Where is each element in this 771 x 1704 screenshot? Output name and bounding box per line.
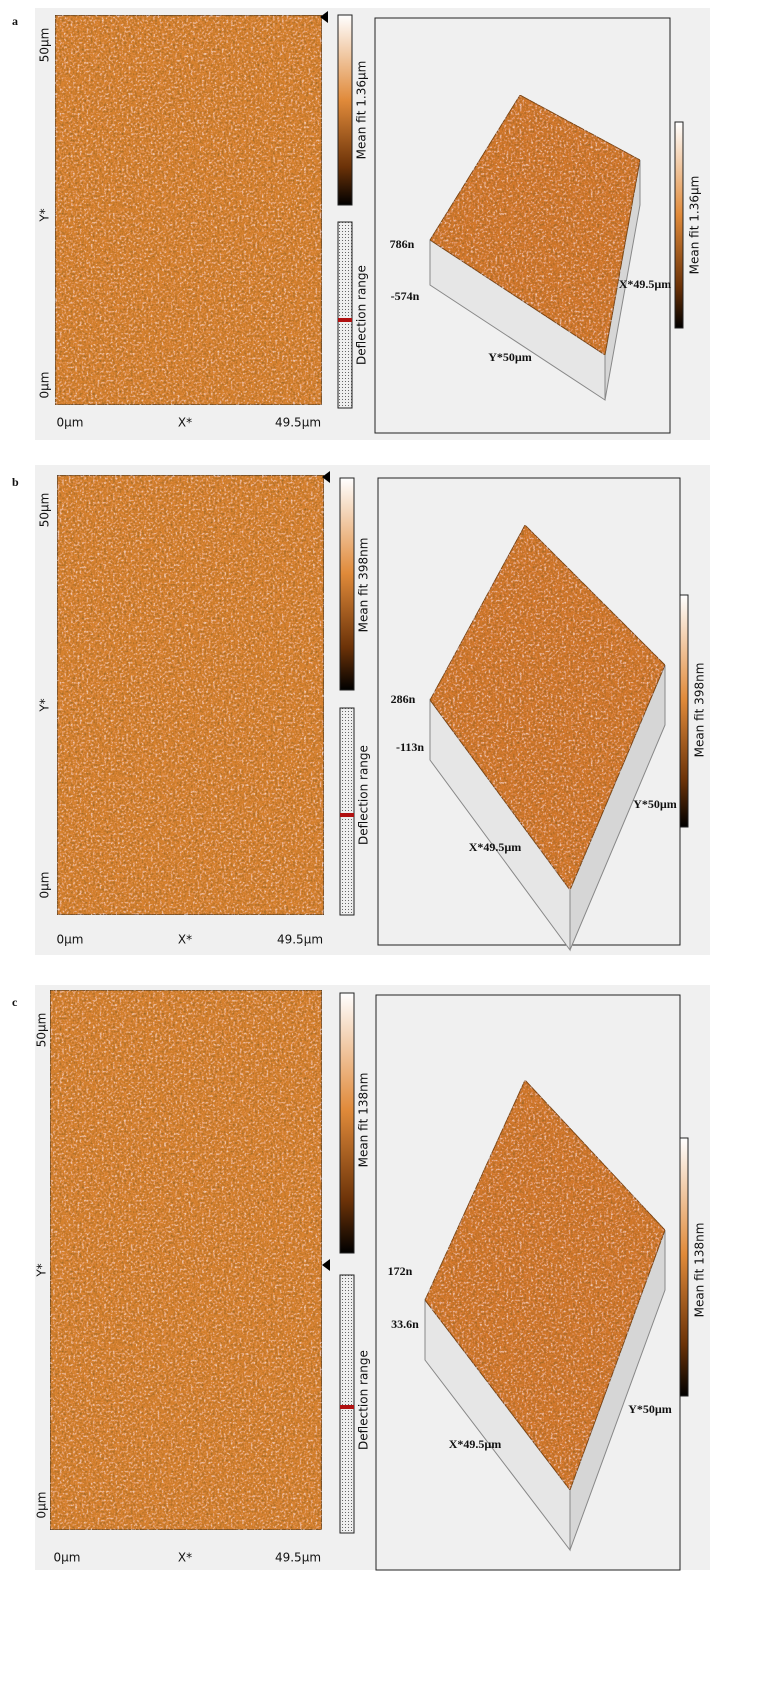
afm-image xyxy=(50,990,322,1530)
colorbar-3d-label: Mean fit 1.36µm xyxy=(688,176,702,275)
x-axis-label: 0µm xyxy=(54,1551,81,1565)
colorbar xyxy=(338,15,352,205)
deflection-label: Deflection range xyxy=(355,265,369,365)
z-label: -574n xyxy=(391,289,420,303)
axis-3d-label: X*49.5µm xyxy=(449,1437,502,1451)
z-label: -113n xyxy=(396,740,424,754)
deflection-marker xyxy=(340,813,354,817)
x-axis-label: 49.5µm xyxy=(275,1551,321,1565)
y-axis-label: Y* xyxy=(38,698,52,712)
colorbar-3d xyxy=(680,1138,688,1396)
deflection-label: Deflection range xyxy=(357,1350,371,1450)
z-label: 33.6n xyxy=(391,1317,419,1331)
deflection-bar xyxy=(340,708,354,915)
y-axis-label: 50µm xyxy=(35,1013,49,1048)
axis-3d-label: Y*50µm xyxy=(488,350,532,364)
colorbar-3d xyxy=(680,595,688,827)
y-axis-label: Y* xyxy=(38,208,52,222)
y-axis-label: 0µm xyxy=(35,1492,49,1519)
colorbar-3d-label: Mean fit 138nm xyxy=(693,1223,707,1318)
z-label: 172n xyxy=(388,1264,413,1278)
colorbar-label: Mean fit 1.36µm xyxy=(355,61,369,160)
colorbar-3d-label: Mean fit 398nm xyxy=(693,663,707,758)
colorbar xyxy=(340,993,354,1253)
figure: a50µmY*0µm0µmX*49.5µmMean fit 1.36µmDefl… xyxy=(0,0,771,1704)
x-axis-label: 49.5µm xyxy=(277,933,323,947)
colorbar xyxy=(340,478,354,690)
axis-3d-label: X*49.5µm xyxy=(619,277,672,291)
x-axis-label: X* xyxy=(178,933,192,947)
deflection-bar xyxy=(338,222,352,408)
x-axis-label: 0µm xyxy=(57,933,84,947)
panel-label: c xyxy=(12,995,18,1009)
deflection-bar xyxy=(340,1275,354,1533)
x-axis-label: 0µm xyxy=(57,416,84,430)
axis-3d-label: Y*50µm xyxy=(628,1402,672,1416)
axis-3d-label: Y*50µm xyxy=(633,797,677,811)
afm-image xyxy=(57,475,324,915)
z-label: 286n xyxy=(391,692,416,706)
z-label: 786n xyxy=(390,237,415,251)
panel-label: b xyxy=(12,475,19,489)
y-axis-label: 50µm xyxy=(38,28,52,63)
colorbar-3d xyxy=(675,122,683,328)
colorbar-label: Mean fit 398nm xyxy=(357,538,371,633)
y-axis-label: 0µm xyxy=(38,872,52,899)
axis-3d-label: X*49.5µm xyxy=(469,840,522,854)
deflection-label: Deflection range xyxy=(357,745,371,845)
x-axis-label: X* xyxy=(178,1551,192,1565)
deflection-marker xyxy=(338,318,352,322)
afm-image xyxy=(55,15,322,405)
x-axis-label: X* xyxy=(178,416,192,430)
y-axis-label: 0µm xyxy=(38,372,52,399)
panel-label: a xyxy=(12,14,18,28)
deflection-marker xyxy=(340,1405,354,1409)
x-axis-label: 49.5µm xyxy=(275,416,321,430)
colorbar-label: Mean fit 138nm xyxy=(357,1073,371,1168)
y-axis-label: Y* xyxy=(35,1263,49,1277)
y-axis-label: 50µm xyxy=(38,493,52,528)
